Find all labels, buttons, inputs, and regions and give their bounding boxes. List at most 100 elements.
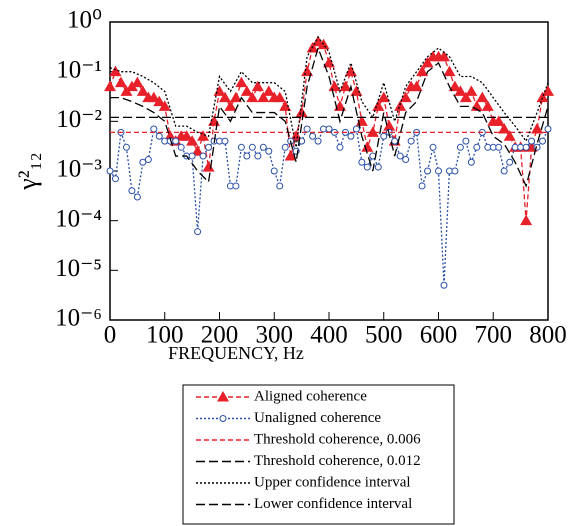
triangle-marker (481, 100, 494, 111)
circle-marker (435, 167, 442, 175)
circle-marker (259, 143, 267, 151)
triangle-marker (394, 100, 407, 111)
circle-marker (418, 182, 426, 190)
x-tick-label: 800 (529, 322, 567, 349)
triangle-marker (459, 91, 472, 103)
triangle-marker (229, 91, 242, 103)
circle-marker (128, 187, 136, 195)
triangle-marker (284, 150, 297, 161)
circle-marker (281, 143, 289, 151)
series-line (109, 35, 549, 148)
triangle-marker (410, 80, 423, 92)
circle-marker (363, 163, 371, 171)
circle-marker (188, 152, 196, 160)
triangle-marker (224, 100, 237, 111)
circle-marker (500, 167, 508, 175)
circle-marker (407, 137, 415, 145)
x-tick-label: 0 (104, 322, 117, 349)
triangle-marker (147, 91, 160, 103)
circle-marker (219, 415, 227, 422)
y-tick-label: 10⁻⁶ (55, 305, 102, 332)
triangle-marker (202, 161, 215, 172)
triangle-marker (251, 80, 264, 92)
series-line (110, 45, 549, 188)
triangle-marker (328, 80, 341, 92)
circle-marker (172, 137, 180, 145)
circle-marker (155, 132, 163, 140)
circle-marker (237, 143, 245, 151)
circle-marker (243, 152, 251, 160)
triangle-marker (191, 145, 204, 156)
circle-marker (133, 193, 141, 201)
circle-marker (467, 158, 475, 166)
circle-marker (199, 152, 207, 160)
circle-marker (539, 137, 547, 145)
circle-marker (139, 158, 147, 166)
triangle-marker (399, 91, 412, 103)
circle-marker (424, 167, 432, 175)
triangle-marker (498, 123, 511, 134)
x-tick-label: 700 (475, 322, 513, 349)
triangle-marker (344, 65, 357, 77)
legend-label: Lower confidence interval (254, 496, 412, 512)
circle-marker (254, 152, 262, 160)
circle-marker (429, 143, 437, 151)
y-tick-label: 10⁻⁴ (55, 205, 102, 232)
circle-marker (544, 125, 552, 133)
triangle-marker (131, 76, 144, 88)
circle-marker (506, 158, 514, 166)
y-tick-label: 10⁻¹ (56, 56, 102, 83)
circle-marker (111, 175, 119, 183)
circle-marker (303, 125, 311, 133)
circle-marker (352, 125, 360, 133)
triangle-marker (158, 100, 171, 111)
triangle-marker (536, 91, 549, 103)
legend-label: Unaligned coherence (254, 410, 381, 426)
circle-marker (150, 125, 158, 133)
x-tick-label: 200 (201, 322, 239, 349)
circle-marker (314, 137, 322, 145)
triangle-marker (372, 100, 385, 111)
circle-marker (495, 143, 503, 151)
series-line (109, 127, 549, 286)
circle-marker (248, 143, 256, 151)
triangle-marker (377, 91, 390, 103)
triangle-marker (240, 85, 253, 96)
y-tick-label: 10⁻³ (56, 156, 102, 183)
triangle-marker (235, 76, 248, 88)
circle-marker (473, 143, 481, 151)
triangle-marker (125, 80, 138, 92)
triangle-marker (257, 91, 270, 103)
triangle-marker (476, 91, 489, 103)
x-tick-label: 500 (365, 322, 403, 349)
triangle-marker (520, 214, 533, 226)
y-tick-label: 10⁻⁵ (55, 255, 102, 282)
triangle-marker (217, 391, 229, 402)
triangle-marker (542, 85, 554, 96)
triangle-marker (136, 85, 149, 96)
legend-label: Aligned coherence (254, 388, 367, 404)
triangle-marker (421, 56, 434, 68)
legend-box (182, 384, 455, 525)
triangle-marker (454, 85, 467, 96)
legend-label: Upper confidence interval (254, 474, 411, 490)
triangle-marker (383, 120, 396, 131)
triangle-marker (114, 76, 127, 88)
triangle-marker (197, 130, 210, 141)
circle-marker (309, 132, 317, 140)
circle-marker (336, 143, 344, 151)
circle-marker (402, 156, 410, 164)
circle-marker (374, 163, 382, 171)
circle-marker (380, 132, 388, 140)
triangle-marker (153, 95, 166, 107)
triangle-marker (262, 85, 275, 96)
circle-marker (462, 137, 470, 145)
circle-marker (522, 143, 530, 151)
x-tick-label: 600 (420, 322, 458, 349)
legend-label: Threshold coherence, 0.006 (254, 431, 421, 447)
triangle-marker (448, 80, 461, 92)
triangle-marker (465, 85, 478, 96)
triangle-marker (180, 130, 193, 141)
triangle-marker (301, 65, 314, 77)
